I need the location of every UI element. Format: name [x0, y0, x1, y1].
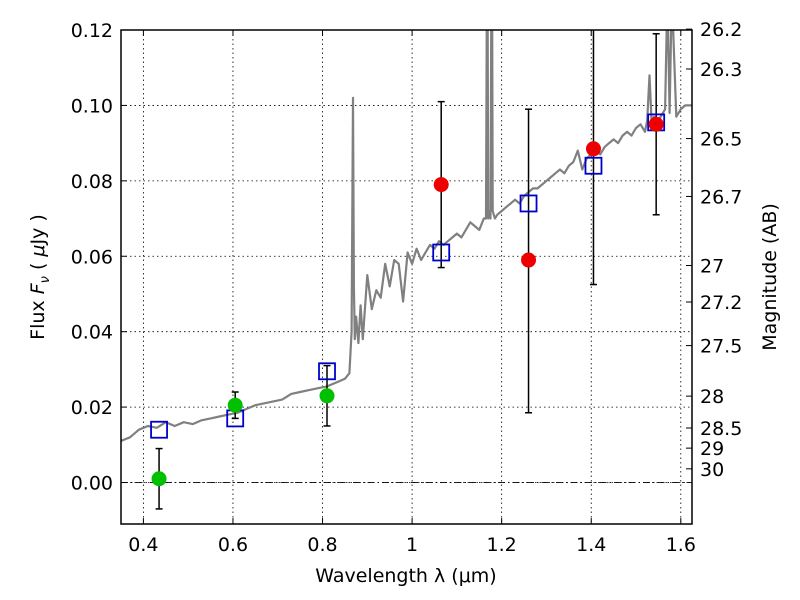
y-tick-label: 0.06 — [71, 246, 113, 268]
template-spectrum-layer — [121, 30, 692, 443]
observed-flux-point — [227, 397, 243, 413]
y-tick-label: 0.08 — [71, 171, 113, 193]
axis-ticks: 0.4 0.6 0.8 1 1.2 1.4 1.6 0.00 0.02 0.04 0.06 0.08 0… — [71, 19, 743, 556]
x-tick-label: 1.2 — [487, 534, 517, 556]
observed-flux-point — [319, 388, 335, 404]
model-flux-square — [584, 156, 603, 175]
mag-tick-label: 28 — [700, 386, 724, 408]
observed-flux-point — [521, 252, 537, 268]
mag-tick-label: 28.5 — [700, 418, 742, 440]
data-markers — [150, 113, 666, 487]
observed-flux-point — [433, 177, 449, 193]
x-tick-label: 0.4 — [128, 534, 158, 556]
observed-flux-point — [648, 116, 664, 132]
x-tick-label: 1.6 — [666, 534, 696, 556]
x-tick-label: 0.6 — [218, 534, 248, 556]
plot-frame — [120, 29, 693, 525]
y-tick-label: 0.04 — [71, 322, 113, 344]
mag-tick-label: 27.5 — [700, 336, 742, 358]
mag-tick-label: 27 — [700, 256, 724, 278]
x-tick-label: 1.4 — [576, 534, 606, 556]
model-flux-square — [519, 194, 538, 213]
mag-tick-label: 30 — [700, 459, 724, 481]
y-axis-label: Flux Fν ( μJy ) — [27, 214, 53, 340]
observed-flux-point — [151, 471, 167, 487]
mag-tick-label: 26.7 — [700, 186, 742, 208]
mag-tick-label: 26.5 — [700, 129, 742, 151]
x-tick-label: 1 — [406, 534, 418, 556]
model-flux-square — [150, 420, 168, 439]
mag-tick-label: 26.2 — [700, 19, 742, 41]
y-tick-label: 0.00 — [71, 473, 113, 495]
observed-flux-point — [585, 141, 601, 157]
model-flux-square — [318, 362, 336, 381]
y-tick-label: 0.02 — [71, 397, 113, 419]
x-axis-label: Wavelength λ (μm) — [315, 565, 496, 587]
y-tick-label: 0.12 — [71, 20, 113, 42]
mag-tick-label: 27.2 — [700, 292, 742, 314]
x-tick-label: 0.8 — [307, 534, 337, 556]
template-spectrum-line — [121, 30, 692, 443]
model-flux-square — [432, 243, 451, 262]
mag-tick-label: 26.3 — [700, 59, 742, 81]
y-tick-label: 0.10 — [71, 95, 113, 117]
y2-axis-label: Magnitude (AB) — [759, 203, 781, 351]
mag-tick-label: 29 — [700, 438, 724, 460]
